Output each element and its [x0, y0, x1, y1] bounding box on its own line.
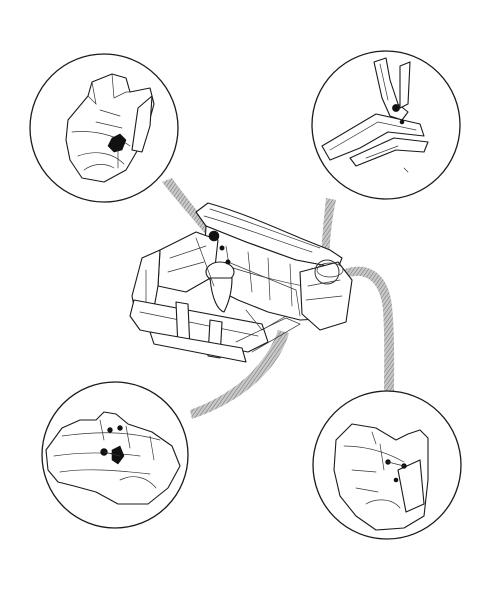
side-member-panel-part	[45, 411, 181, 505]
detail-circle-bottom-left	[41, 381, 189, 529]
connector-bottom-left	[190, 330, 289, 419]
wheelhouse-panel-part	[65, 73, 155, 183]
pillar-rail-joint-part	[321, 57, 429, 173]
detail-circle-top-right	[311, 50, 461, 200]
front-pillar-inner-part	[333, 423, 429, 531]
main-body-assembly	[129, 202, 353, 363]
connector-top-right	[321, 198, 336, 259]
connector-top-left	[162, 178, 217, 240]
detail-circle-bottom-right	[312, 390, 462, 540]
detail-circle-top-left	[29, 53, 179, 203]
